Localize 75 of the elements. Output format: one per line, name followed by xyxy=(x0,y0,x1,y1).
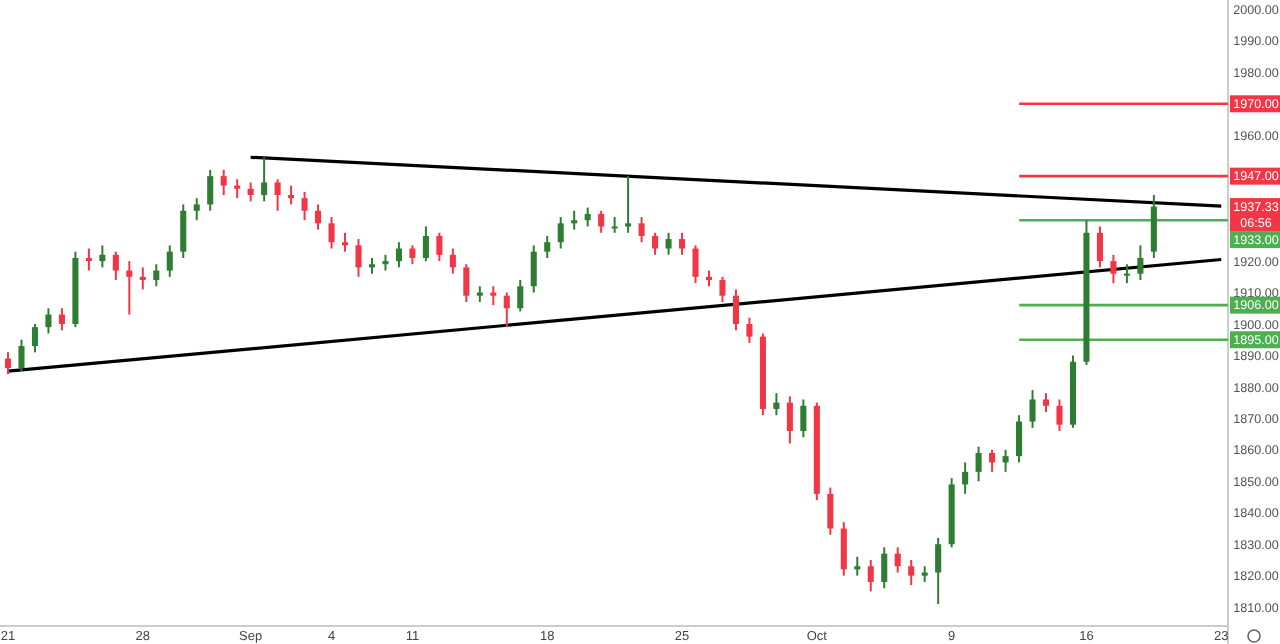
candlestick xyxy=(598,209,605,234)
candlestick xyxy=(584,206,591,228)
candlestick xyxy=(1123,263,1130,285)
candlestick xyxy=(1002,448,1009,473)
candlestick xyxy=(503,291,510,329)
candlestick xyxy=(571,209,578,231)
candlestick xyxy=(638,216,645,244)
candlestick xyxy=(881,546,888,590)
candlestick xyxy=(288,184,295,206)
candlestick xyxy=(449,247,456,275)
candlestick xyxy=(85,247,92,272)
candlestick xyxy=(45,307,52,335)
candlestick xyxy=(989,448,996,473)
candlestick xyxy=(557,216,564,250)
candlestick xyxy=(1110,253,1117,285)
candlestick xyxy=(355,238,362,278)
candlestick xyxy=(234,178,241,200)
candlestick xyxy=(692,244,699,285)
candlestick xyxy=(1056,398,1063,432)
candlestick xyxy=(301,190,308,222)
candlestick xyxy=(935,536,942,605)
candlestick xyxy=(18,338,25,373)
candlestick xyxy=(99,244,106,269)
candlestick xyxy=(328,216,335,250)
candlestick xyxy=(31,323,38,354)
candlestick xyxy=(517,278,524,313)
candlestick xyxy=(207,168,214,212)
candlestick xyxy=(975,445,982,483)
candlestick xyxy=(463,263,470,303)
candlestick xyxy=(395,241,402,269)
candlestick xyxy=(126,260,133,316)
candlestick xyxy=(652,231,659,256)
candlestick xyxy=(867,558,874,593)
candlestick xyxy=(1042,392,1050,414)
candlestick xyxy=(786,395,793,445)
candlestick xyxy=(112,250,119,281)
candlestick xyxy=(773,392,780,417)
candlestick xyxy=(1096,225,1103,269)
candlestick xyxy=(490,285,497,307)
candlestick xyxy=(854,555,861,577)
candlestick xyxy=(894,546,901,574)
candlestick xyxy=(908,558,915,587)
candlestick xyxy=(274,178,281,212)
candlestick xyxy=(153,263,160,288)
candlestick xyxy=(746,316,753,344)
candlestick xyxy=(1029,389,1036,429)
candlestick xyxy=(625,175,632,234)
candlestick xyxy=(247,181,254,203)
candlestick xyxy=(193,197,200,222)
candlestick xyxy=(962,461,969,495)
candlestick xyxy=(58,307,65,332)
candlestick xyxy=(544,234,551,259)
candlestick xyxy=(530,244,537,294)
candlestick xyxy=(800,398,807,439)
candlestick xyxy=(261,156,268,203)
candlestick xyxy=(1137,244,1144,281)
candlestick xyxy=(732,288,739,332)
candlestick xyxy=(665,231,672,256)
candlestick xyxy=(827,486,834,536)
candlestick xyxy=(1150,194,1157,259)
candlestick xyxy=(436,231,443,263)
candlestick xyxy=(719,275,726,303)
candlestick xyxy=(611,216,618,234)
candlestick xyxy=(180,203,187,259)
candlestick xyxy=(166,244,173,278)
candlestick xyxy=(341,231,349,253)
candlestick xyxy=(840,521,847,577)
candlestick xyxy=(4,351,12,376)
candlestick xyxy=(409,244,416,266)
candlestick xyxy=(315,203,322,231)
candlestick xyxy=(220,168,227,197)
candlestick xyxy=(1016,414,1023,464)
candlestick xyxy=(139,266,146,291)
candlestick xyxy=(422,225,429,263)
candlestick xyxy=(679,231,686,256)
